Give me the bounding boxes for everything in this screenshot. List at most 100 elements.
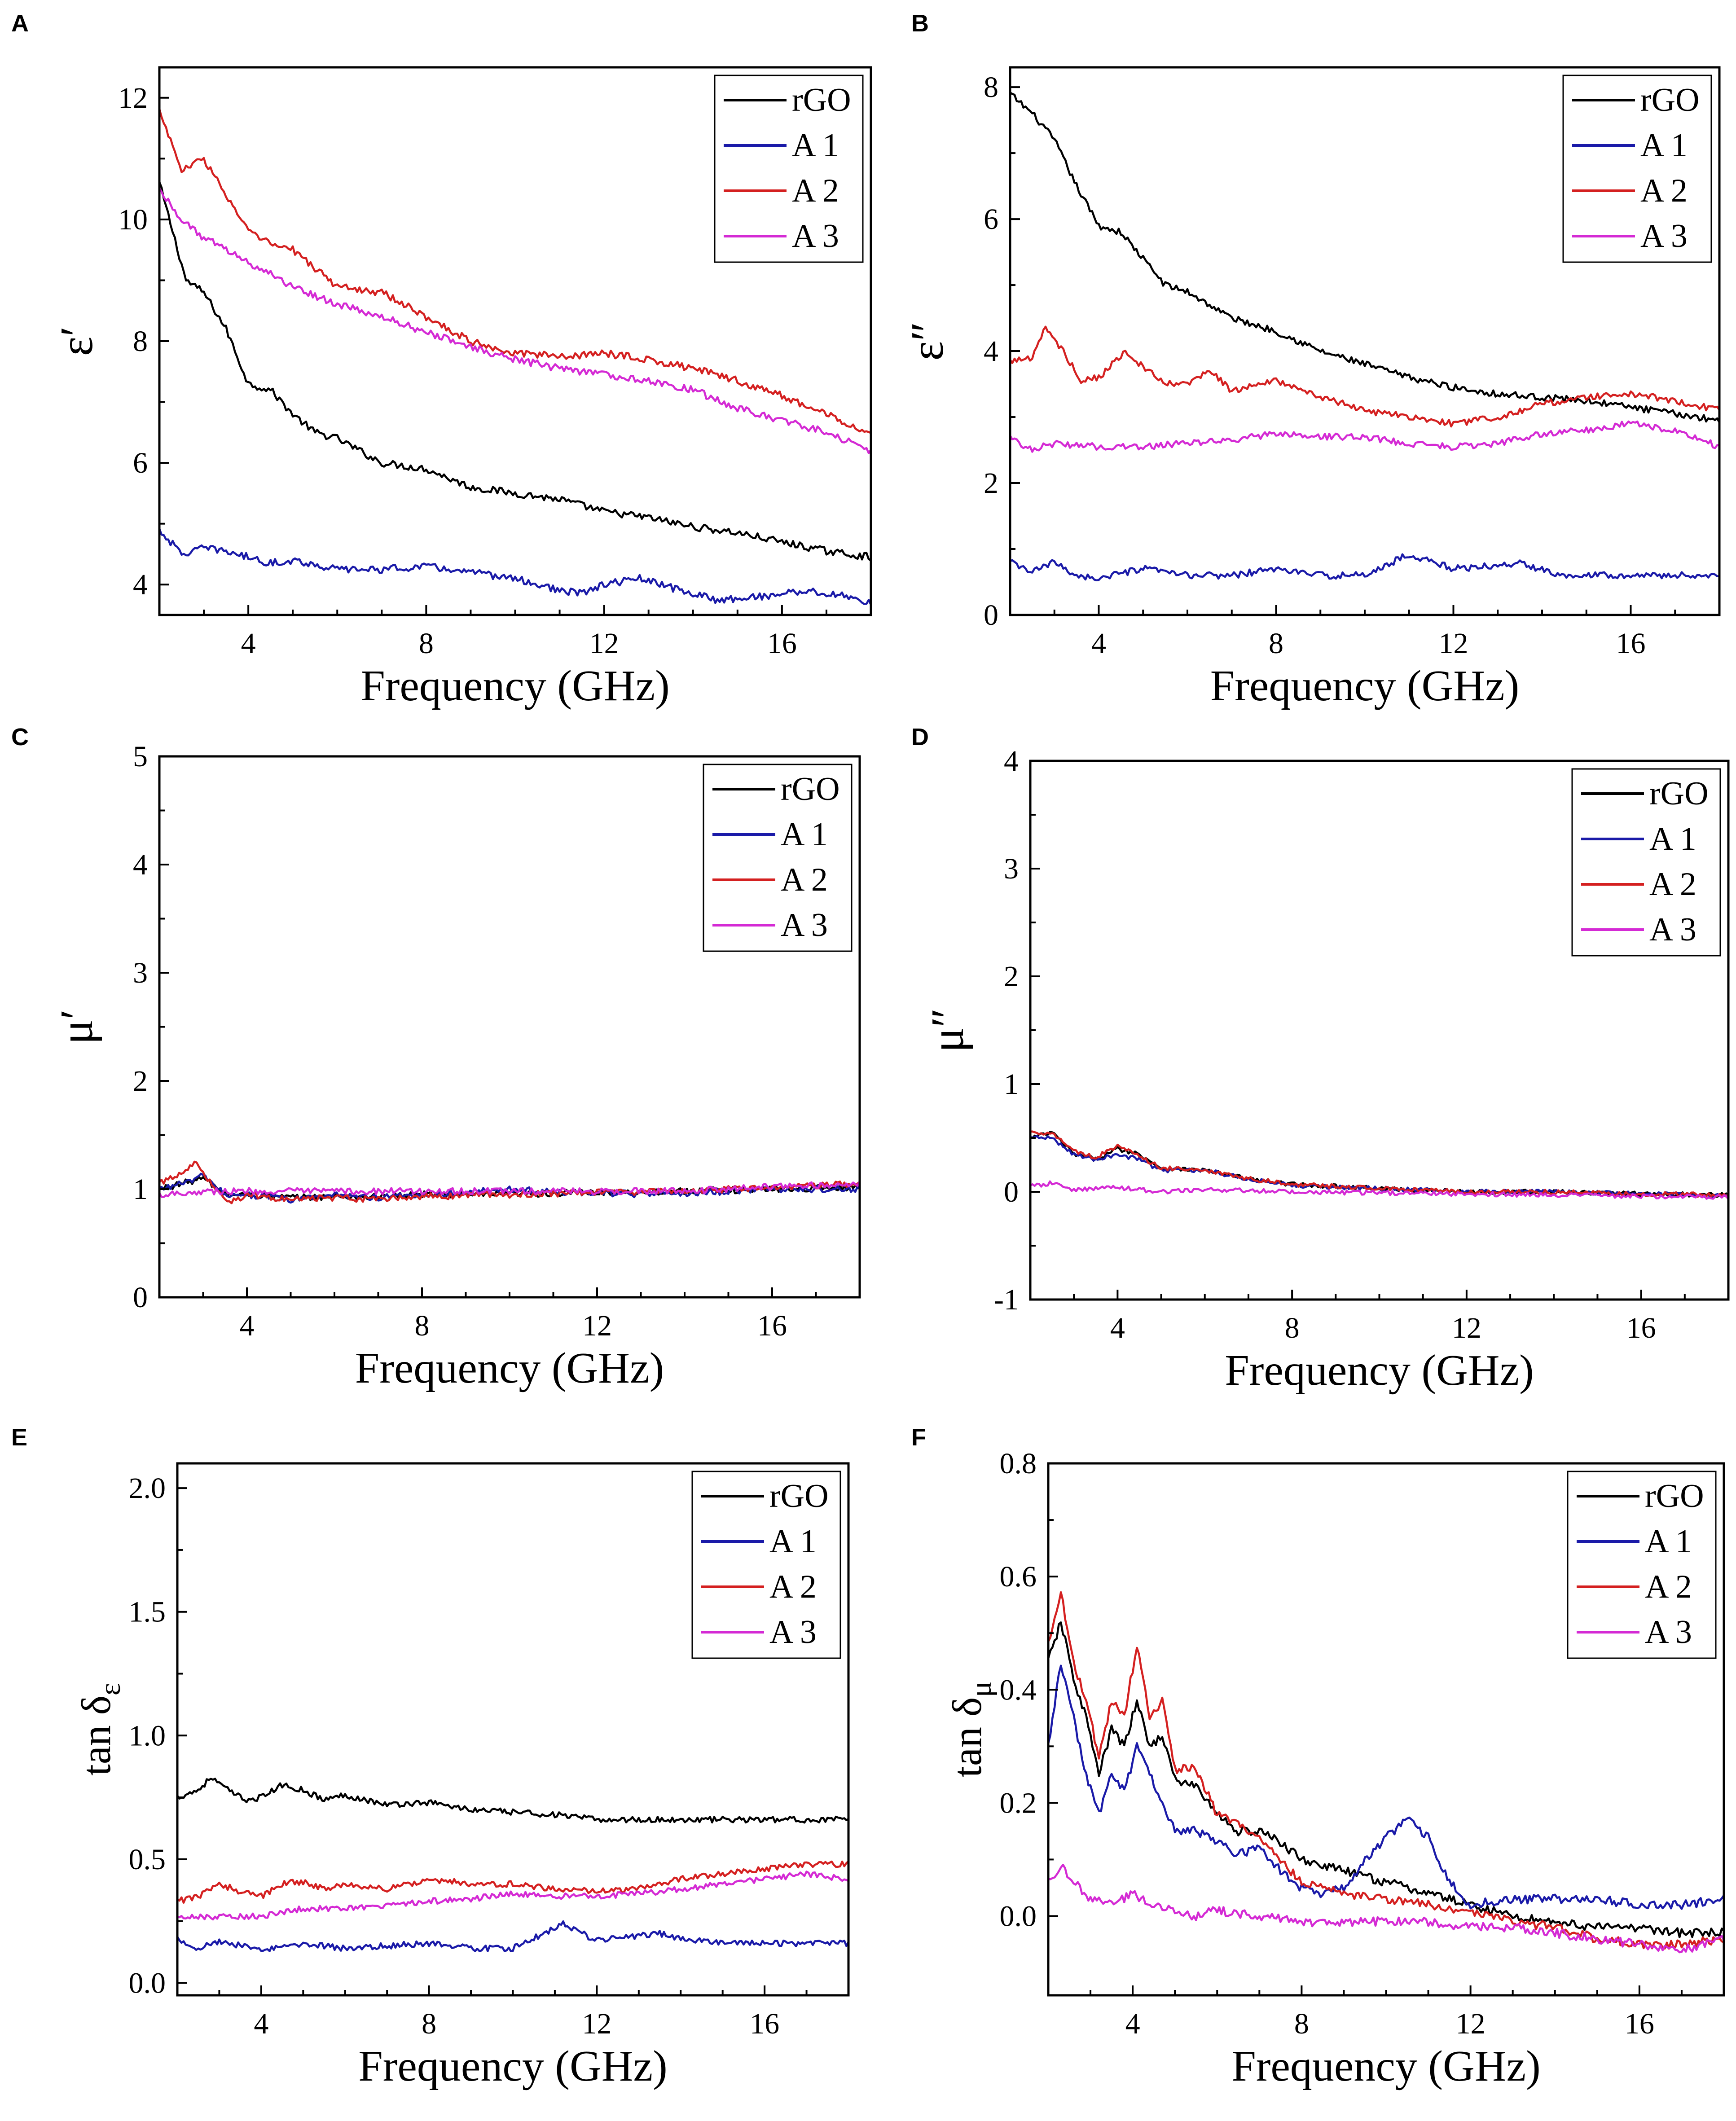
y-tick-label: 8 bbox=[133, 325, 148, 358]
series-a1-line bbox=[1048, 1664, 1724, 1910]
legend-entry: A 2 bbox=[1649, 866, 1696, 903]
legend-entry: A 1 bbox=[769, 1523, 817, 1560]
x-tick-label: 8 bbox=[1285, 1312, 1300, 1344]
x-tick-label: 12 bbox=[1439, 627, 1468, 660]
legend-entry: A 1 bbox=[1645, 1523, 1692, 1560]
panel-label: A bbox=[11, 10, 29, 37]
series-a2-line bbox=[1010, 325, 1719, 428]
panel-label: D bbox=[911, 724, 929, 751]
y-tick-label: 0 bbox=[133, 1281, 148, 1314]
x-tick-label: 12 bbox=[582, 2007, 611, 2040]
y-tick-label: 2 bbox=[1004, 960, 1019, 993]
y-tick-label: 0.5 bbox=[129, 1843, 166, 1876]
series-a1-line bbox=[1010, 553, 1719, 582]
series-a3-line bbox=[1030, 1180, 1728, 1200]
y-tick-label: 2 bbox=[984, 467, 998, 500]
series-group bbox=[1048, 1591, 1724, 1954]
legend-entry: A 2 bbox=[769, 1568, 817, 1605]
y-tick-label: 0 bbox=[1004, 1176, 1019, 1208]
y-tick-label: 0.0 bbox=[129, 1967, 166, 1999]
legend: rGO A 1 A 2 A 3 bbox=[1571, 768, 1721, 957]
series-a3-line bbox=[1010, 420, 1719, 453]
legend-entry: A 2 bbox=[1645, 1568, 1692, 1605]
x-axis-label: Frequency (GHz) bbox=[1210, 662, 1519, 710]
panel-f: F 4 8 12 16 0.0 0.2 0.4 0.6 0.8 Frequency (GHz) tan… bbox=[911, 1424, 1725, 2090]
y-tick-label: 6 bbox=[133, 447, 148, 479]
panel-label: E bbox=[11, 1424, 27, 1451]
legend-entry: A 2 bbox=[1640, 172, 1688, 209]
legend-entry: A 2 bbox=[792, 172, 839, 209]
y-tick-label: 4 bbox=[984, 335, 998, 368]
series-a1-line bbox=[177, 1920, 848, 1952]
x-tick-label: 12 bbox=[1452, 1312, 1481, 1344]
x-axis-label: Frequency (GHz) bbox=[360, 662, 669, 710]
y-axis-label: μ′ bbox=[51, 1009, 102, 1045]
y-tick-label: 0.6 bbox=[1000, 1560, 1037, 1593]
series-a2-line bbox=[159, 1160, 860, 1204]
y-tick-label: 5 bbox=[133, 740, 148, 773]
series-a2-line bbox=[159, 108, 871, 434]
x-tick-label: 16 bbox=[1626, 1312, 1656, 1344]
x-tick-label: 16 bbox=[757, 1309, 787, 1342]
y-tick-label: 0.8 bbox=[1000, 1447, 1037, 1480]
x-tick-label: 16 bbox=[767, 627, 797, 660]
x-axis-label: Frequency (GHz) bbox=[355, 1344, 664, 1392]
legend-entry: rGO bbox=[769, 1478, 829, 1515]
y-tick-label: 8 bbox=[984, 71, 998, 104]
legend-entry: A 3 bbox=[769, 1614, 817, 1651]
legend-entry: A 1 bbox=[792, 127, 839, 164]
legend-entry: A 3 bbox=[1649, 911, 1696, 948]
x-tick-label: 8 bbox=[422, 2007, 436, 2040]
legend-entry: A 2 bbox=[781, 861, 828, 898]
legend-box bbox=[1567, 1471, 1717, 1659]
x-axis-label: Frequency (GHz) bbox=[1231, 2042, 1540, 2090]
y-tick-label: 6 bbox=[984, 203, 998, 236]
series-rgo-line bbox=[1048, 1621, 1724, 1938]
panel-e: E 4 8 12 16 0.0 0.5 1.0 1.5 2.0 Frequency (GHz) tan… bbox=[11, 1424, 850, 2090]
series-rgo-line bbox=[177, 1778, 848, 1824]
x-tick-label: 12 bbox=[589, 627, 619, 660]
y-tick-label: 4 bbox=[1004, 745, 1019, 777]
y-axis-label: ε′ bbox=[51, 326, 102, 356]
legend-box bbox=[703, 764, 853, 952]
x-tick-label: 8 bbox=[1294, 2007, 1309, 2040]
y-tick-label: 1 bbox=[1004, 1068, 1019, 1101]
panel-label: C bbox=[11, 724, 29, 751]
series-a2-line bbox=[177, 1860, 848, 1904]
legend-entry: rGO bbox=[1649, 775, 1709, 812]
series-group bbox=[159, 108, 871, 606]
x-tick-label: 12 bbox=[1456, 2007, 1485, 2040]
legend-entry: A 1 bbox=[781, 816, 828, 853]
legend-entry: rGO bbox=[1645, 1478, 1704, 1515]
y-tick-label: 4 bbox=[133, 568, 148, 601]
legend-entry: A 3 bbox=[792, 218, 839, 255]
series-a1-line bbox=[159, 527, 871, 606]
y-axis-label: tan δμ bbox=[944, 1681, 998, 1777]
legend: rGO A 1 A 2 A 3 bbox=[1562, 75, 1712, 263]
legend-entry: A 1 bbox=[1649, 821, 1696, 857]
y-tick-label: 1.5 bbox=[129, 1596, 166, 1629]
x-tick-label: 16 bbox=[1616, 627, 1646, 660]
x-tick-label: 4 bbox=[1110, 1312, 1125, 1344]
legend-box bbox=[1571, 768, 1721, 957]
x-tick-label: 4 bbox=[1125, 2007, 1140, 2040]
y-tick-label: 0.0 bbox=[1000, 1900, 1037, 1933]
y-tick-label: 2 bbox=[133, 1065, 148, 1098]
series-a2-line bbox=[1030, 1130, 1728, 1198]
x-tick-label: 4 bbox=[1091, 627, 1106, 660]
y-tick-label: 1.0 bbox=[129, 1719, 166, 1752]
legend-box bbox=[691, 1471, 841, 1659]
y-tick-label: 3 bbox=[1004, 852, 1019, 885]
legend-entry: rGO bbox=[781, 771, 840, 808]
y-tick-label: 3 bbox=[133, 957, 148, 989]
x-axis-label: Frequency (GHz) bbox=[358, 2042, 667, 2090]
y-tick-label: 4 bbox=[133, 848, 148, 881]
series-rgo-line bbox=[1010, 92, 1719, 424]
y-axis-label: μ″ bbox=[922, 1008, 973, 1052]
y-tick-label: 0.4 bbox=[1000, 1673, 1037, 1706]
